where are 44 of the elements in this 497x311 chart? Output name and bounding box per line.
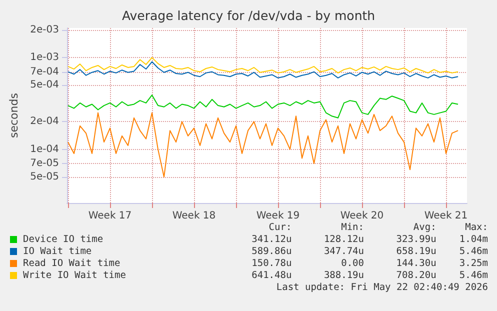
y-tick-label: 1e-04 (30, 144, 59, 155)
x-tick-label: Week 21 (424, 210, 468, 222)
text: 5.46m (458, 246, 488, 258)
text: 3.25m (458, 258, 488, 270)
text: Max: (464, 222, 488, 234)
y-tick-label: 2e-03 (30, 24, 59, 36)
y-tick-label: 1e-03 (30, 52, 59, 64)
text: 1.04m (458, 234, 488, 246)
text: 388.19u (322, 270, 364, 282)
legend-label: Read IO Wait time (22, 258, 122, 270)
chart-title: Average latency for /dev/vda - by month (122, 8, 376, 23)
text: 641.48u (250, 270, 292, 282)
legend-label: IO Wait time (22, 246, 93, 258)
text: 708.20u (395, 270, 436, 282)
x-tick-label: Week 20 (340, 210, 384, 222)
text: 0.00 (340, 258, 364, 270)
y-tick-label: 2e-04 (30, 116, 59, 128)
y-tick-label: 5e-05 (30, 171, 59, 182)
y-tick-label: 5e-04 (30, 80, 59, 91)
text: Avg: (412, 222, 436, 234)
line-series (68, 112, 458, 178)
text: Cur: (268, 222, 292, 234)
text: Min: (340, 222, 364, 234)
y-tick-label: 7e-04 (30, 66, 59, 78)
text: 150.78u (250, 258, 292, 270)
legend-label: Write IO Wait time (22, 270, 127, 282)
text: 589.86u (250, 246, 292, 258)
line-series (68, 57, 458, 74)
text: 144.30u (395, 258, 436, 270)
text: 347.74u (322, 246, 364, 258)
x-tick-label: Week 18 (172, 210, 216, 222)
legend-label: Device IO time (22, 234, 104, 246)
y-tick-label: 7e-05 (30, 158, 59, 170)
y-axis-title: seconds (7, 92, 20, 138)
x-tick-label: Week 19 (256, 210, 300, 222)
text: 128.12u (322, 234, 364, 246)
line-series (68, 61, 458, 78)
line-series (68, 94, 458, 118)
text: 341.12u (250, 234, 292, 246)
text: 658.19u (395, 246, 436, 258)
text: Last update: Fri May 22 02:40:49 2026 (275, 282, 488, 294)
x-tick-label: Week 17 (88, 210, 132, 222)
text: 323.99u (395, 234, 436, 246)
text: 5.46m (458, 270, 488, 282)
